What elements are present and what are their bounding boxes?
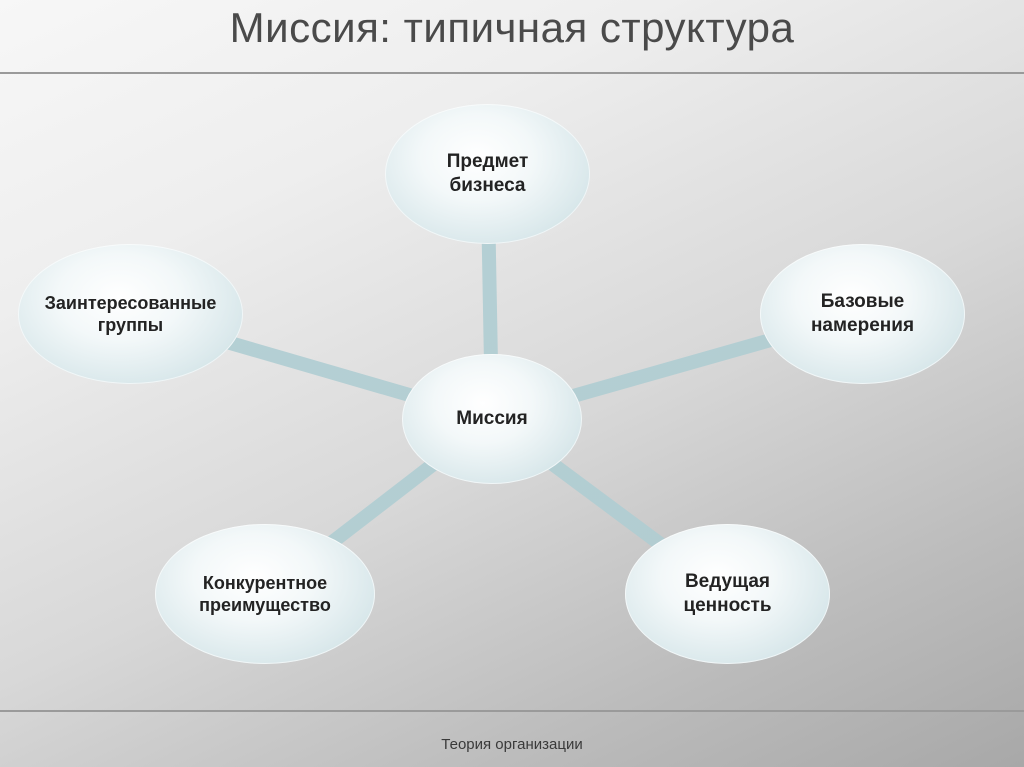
node-label: Заинтересованные группы	[45, 292, 217, 337]
node-left_lower: Конкурентное преимущество	[155, 524, 375, 664]
node-left_upper: Заинтересованные группы	[18, 244, 243, 384]
mission-diagram: Миссия Предмет бизнеса Базовые намерения Ве…	[0, 72, 1024, 712]
slide: Миссия: типичная структура Миссия Предмет…	[0, 0, 1024, 767]
node-label: Базовые намерения	[811, 290, 914, 338]
slide-footer: Теория организации	[0, 736, 1024, 753]
node-top: Предмет бизнеса	[385, 104, 590, 244]
node-label: Предмет бизнеса	[447, 150, 529, 198]
node-label: Ведущая ценность	[683, 570, 771, 618]
node-label: Миссия	[456, 407, 527, 431]
node-right_upper: Базовые намерения	[760, 244, 965, 384]
node-right_lower: Ведущая ценность	[625, 524, 830, 664]
node-label: Конкурентное преимущество	[199, 572, 331, 617]
slide-title: Миссия: типичная структура	[0, 4, 1024, 52]
node-center: Миссия	[402, 354, 582, 484]
